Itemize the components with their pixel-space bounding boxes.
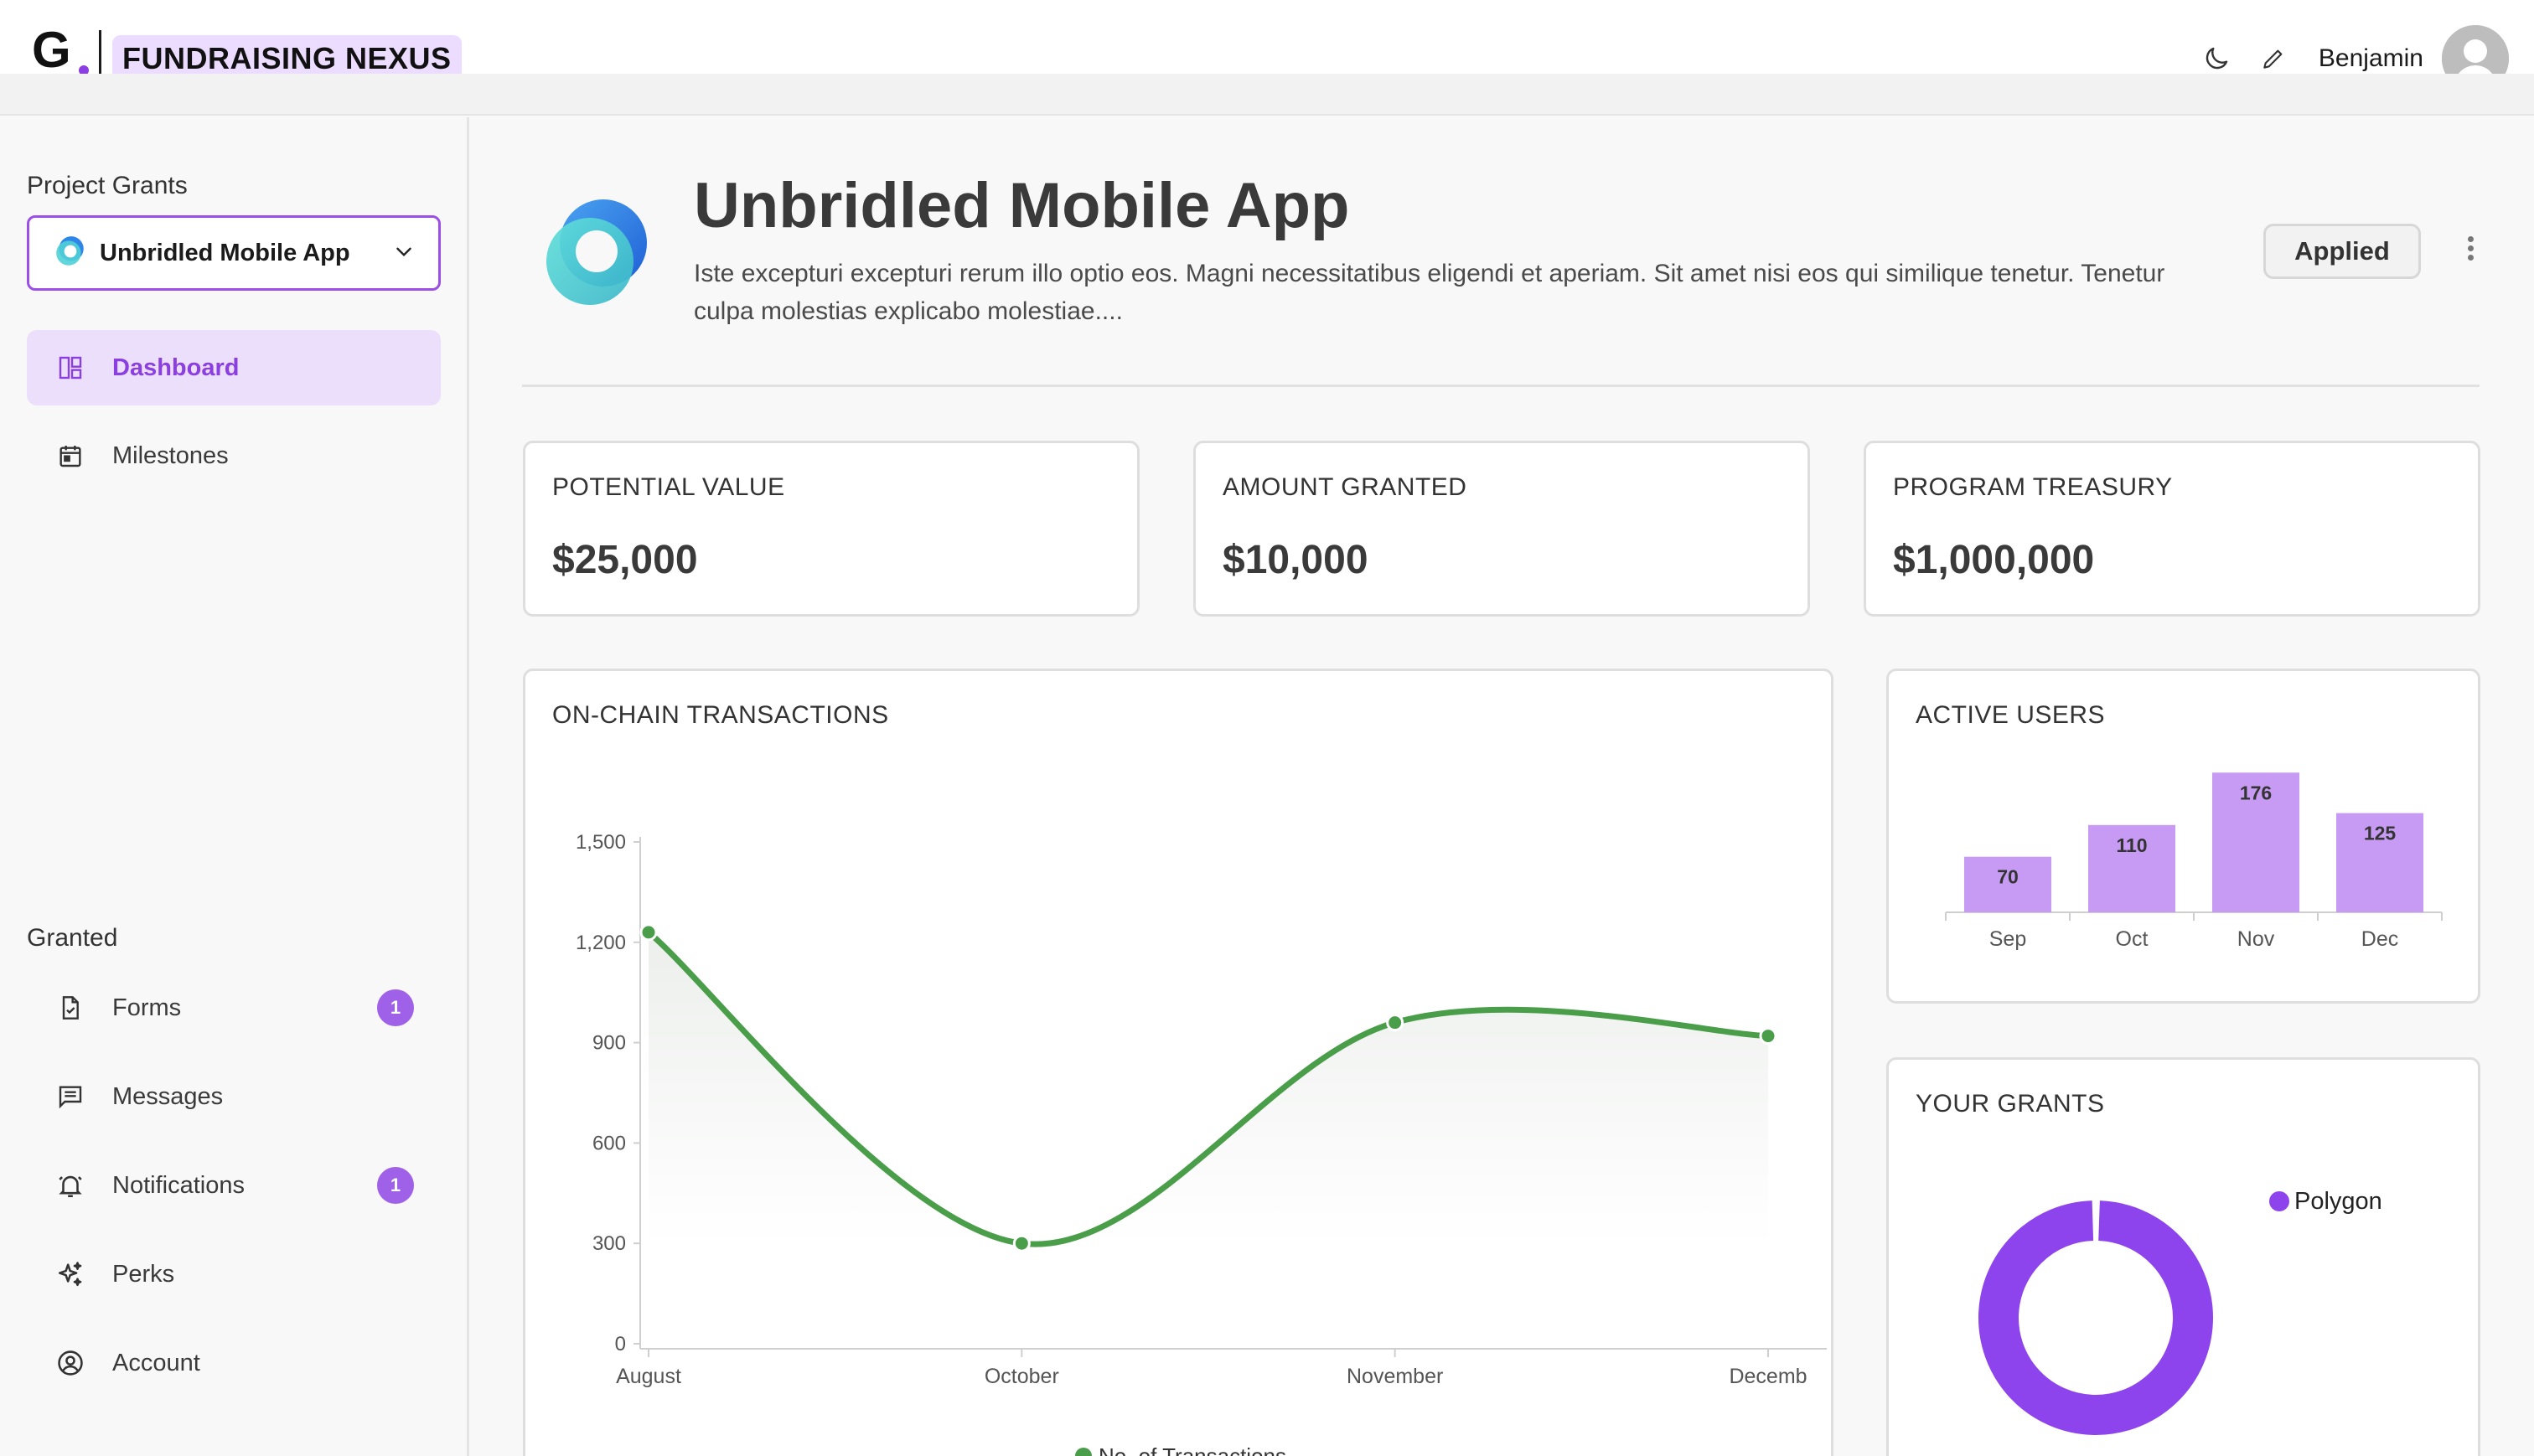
header-divider <box>522 385 2480 387</box>
y-tick-label: 900 <box>592 1032 626 1055</box>
your-grants-card: YOUR GRANTS Polygon <box>1886 1057 2480 1456</box>
project-select-value: Unbridled Mobile App <box>100 239 350 266</box>
legend-swatch <box>1075 1448 1092 1456</box>
project-description: Iste excepturi excepturi rerum illo opti… <box>694 260 2165 325</box>
sparkle-icon <box>55 1259 85 1289</box>
sidebar-item-account[interactable]: Account <box>27 1325 441 1401</box>
your-grants-donut-chart: Polygon <box>1978 1188 2382 1435</box>
calendar-icon <box>55 441 85 471</box>
y-tick-label: 300 <box>592 1232 626 1255</box>
sidebar-item-dashboard[interactable]: Dashboard <box>27 330 441 405</box>
data-point <box>1012 1234 1031 1252</box>
sidebar-item-label: Account <box>112 1349 200 1376</box>
form-icon <box>55 993 85 1023</box>
x-tick-label: Sep <box>1989 927 2026 951</box>
moon-icon[interactable] <box>2191 34 2242 84</box>
legend-swatch <box>2269 1191 2289 1211</box>
stat-card-amount-granted: AMOUNT GRANTED $10,000 <box>1193 441 1810 617</box>
active-users-bar-chart: 70 Sep 110 Oct 176 Nov 125 Dec <box>1945 772 2443 951</box>
bar <box>2212 772 2299 912</box>
stat-label: POTENTIAL VALUE <box>552 473 785 501</box>
data-point <box>1759 1027 1777 1046</box>
stat-value: $10,000 <box>1223 538 1368 582</box>
x-tick-label: August <box>616 1365 681 1388</box>
bar-value-label: 70 <box>1997 866 2019 888</box>
data-point <box>1386 1014 1404 1032</box>
area-shadow <box>649 932 1768 1245</box>
chart-title: ACTIVE USERS <box>1916 701 2106 729</box>
more-options-icon[interactable] <box>2458 233 2483 270</box>
bar-value-label: 125 <box>2364 823 2397 844</box>
series-line <box>645 929 1771 1247</box>
bar <box>2336 813 2423 912</box>
message-icon <box>55 1082 85 1112</box>
y-tick-label: 600 <box>592 1132 626 1154</box>
transactions-chart-card: ON-CHAIN TRANSACTIONS 0 300 600 900 1,200 1,5… <box>523 669 1833 1456</box>
y-tick-label: 1,200 <box>576 932 626 954</box>
legend-label: Polygon <box>2294 1188 2382 1215</box>
sidebar-item-forms[interactable]: Forms 1 <box>27 970 441 1046</box>
page-title: Unbridled Mobile App <box>694 170 1350 241</box>
x-tick-label: Nov <box>2237 927 2275 951</box>
stat-label: AMOUNT GRANTED <box>1223 473 1467 501</box>
sidebar-item-label: Milestones <box>112 441 229 469</box>
x-tick-label: October <box>985 1365 1059 1388</box>
x-tick-label: November <box>1347 1365 1443 1388</box>
section-label-project-grants: Project Grants <box>27 172 188 199</box>
forms-count-badge: 1 <box>377 989 414 1026</box>
sidebar-item-milestones[interactable]: Milestones <box>27 418 441 493</box>
chevron-down-icon <box>393 240 415 266</box>
sidebar-item-label: Messages <box>112 1082 224 1110</box>
notifications-count-badge: 1 <box>377 1167 414 1204</box>
sidebar-item-notifications[interactable]: Notifications 1 <box>27 1148 441 1223</box>
chart-title: ON-CHAIN TRANSACTIONS <box>552 701 889 729</box>
bar <box>2088 824 2175 912</box>
x-tick-label: Oct <box>2116 927 2149 951</box>
project-logo-icon <box>53 234 88 273</box>
brand-divider <box>99 30 101 82</box>
stat-card-program-treasury: PROGRAM TREASURY $1,000,000 <box>1864 441 2480 617</box>
y-tick-label: 0 <box>615 1333 626 1355</box>
sidebar-item-label: Dashboard <box>112 354 240 381</box>
sidebar-item-label: Notifications <box>112 1171 245 1199</box>
stat-card-potential-value: POTENTIAL VALUE $25,000 <box>523 441 1140 617</box>
data-point <box>639 923 658 942</box>
user-name[interactable]: Benjamin <box>2318 44 2423 72</box>
dashboard-icon <box>55 353 85 383</box>
stat-value: $1,000,000 <box>1893 538 2095 582</box>
y-tick-label: 1,500 <box>576 831 626 854</box>
bar-value-label: 176 <box>2240 782 2272 803</box>
top-bar-strip <box>0 74 2534 116</box>
sidebar-item-perks[interactable]: Perks <box>27 1237 441 1312</box>
section-label-granted: Granted <box>27 924 118 952</box>
project-select[interactable]: Unbridled Mobile App <box>27 215 441 291</box>
x-tick-label: Decemb <box>1729 1365 1807 1388</box>
project-logo-icon <box>535 191 660 317</box>
transactions-line-chart: 0 300 600 900 1,200 1,500 August October Novembe… <box>576 831 1827 1456</box>
bar-value-label: 110 <box>2116 834 2147 856</box>
sidebar-item-label: Forms <box>112 994 182 1021</box>
sidebar: Project Grants Unbridled Mobile App Dash… <box>0 117 469 1456</box>
legend-label: No. of Transactions <box>1099 1443 1286 1456</box>
stat-value: $25,000 <box>552 538 698 582</box>
brand-logo-dot <box>79 65 89 75</box>
status-badge[interactable]: Applied <box>2263 224 2421 279</box>
sidebar-item-messages[interactable]: Messages <box>27 1059 441 1134</box>
stat-label: PROGRAM TREASURY <box>1893 473 2173 501</box>
bell-icon <box>55 1170 85 1200</box>
pencil-icon[interactable] <box>2248 34 2299 84</box>
donut-slice <box>1978 1200 2213 1435</box>
x-tick-label: Dec <box>2361 927 2398 951</box>
top-bar: G FUNDRAISING NEXUS Benjamin <box>0 0 2534 92</box>
brand-logo-letter[interactable]: G <box>32 22 71 78</box>
account-icon <box>55 1348 85 1378</box>
bar <box>1964 856 2051 912</box>
main-content: Unbridled Mobile App Iste excepturi exce… <box>472 117 2534 1456</box>
chart-title: YOUR GRANTS <box>1916 1090 2105 1118</box>
active-users-card: ACTIVE USERS 70 Sep 110 Oct 176 Nov 125 Dec <box>1886 669 2480 1004</box>
sidebar-item-label: Perks <box>112 1260 175 1288</box>
